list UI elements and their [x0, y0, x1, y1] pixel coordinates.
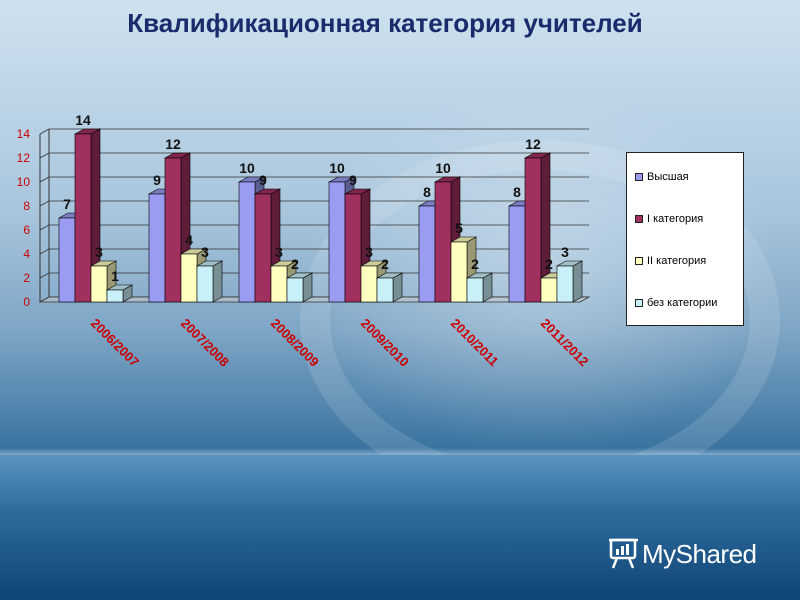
bar: [254, 193, 272, 303]
legend-label: II категория: [647, 255, 707, 267]
data-label: 9: [259, 172, 267, 188]
x-tick-label: 2010/2011: [448, 316, 502, 370]
data-label: 4: [185, 232, 193, 248]
legend-swatch: [635, 173, 643, 181]
gridline-depth: [39, 224, 50, 231]
y-tick-label: 8: [23, 199, 30, 213]
legend-label: Высшая: [647, 171, 689, 183]
slide-title: Квалификационная категория учителей: [127, 8, 643, 38]
x-tick-label: 2011/2012: [538, 316, 592, 370]
bar: [286, 277, 304, 303]
y-tick-label: 4: [23, 247, 30, 261]
bar: [508, 205, 526, 303]
legend-label: I категория: [647, 213, 704, 225]
bar: [466, 277, 484, 303]
chart-legend: Высшая I категория II категория без категор…: [626, 152, 744, 326]
bar: [344, 193, 362, 303]
bar: [196, 265, 214, 303]
data-label: 9: [153, 172, 161, 188]
bar: [74, 133, 92, 303]
data-label: 12: [165, 136, 181, 152]
data-label: 14: [75, 112, 91, 128]
bar: [58, 217, 76, 303]
data-label: 10: [435, 160, 451, 176]
bar-side: [572, 260, 583, 303]
gridline-depth: [39, 152, 50, 159]
y-tick-label: 2: [23, 271, 30, 285]
legend-item: II категория: [635, 255, 706, 267]
bar: [360, 265, 378, 303]
data-label: 10: [329, 160, 345, 176]
bar: [328, 181, 346, 303]
bar: [106, 289, 124, 303]
data-label: 1: [111, 268, 119, 284]
y-tick-label: 14: [17, 127, 31, 141]
legend-item: без категории: [635, 297, 717, 309]
bar: [164, 157, 182, 303]
data-label: 3: [365, 244, 373, 260]
background-band: [0, 455, 800, 600]
gridline-depth: [39, 128, 50, 135]
data-label: 2: [381, 256, 389, 272]
data-label: 2: [471, 256, 479, 272]
legend-item: I категория: [635, 213, 703, 225]
bar: [434, 181, 452, 303]
legend-item: Высшая: [635, 171, 689, 183]
y-tick-label: 0: [23, 295, 30, 309]
data-label: 3: [201, 244, 209, 260]
bar: [238, 181, 256, 303]
bar: [556, 265, 574, 303]
presentation-board-icon: [609, 538, 638, 569]
data-label: 3: [275, 244, 283, 260]
bar: [418, 205, 436, 303]
gridline-depth: [39, 248, 50, 255]
x-tick-label: 2009/2010: [358, 316, 412, 370]
legend-swatch: [635, 257, 643, 265]
data-label: 2: [545, 256, 553, 272]
data-label: 8: [423, 184, 431, 200]
data-label: 3: [95, 244, 103, 260]
y-tick-label: 6: [23, 223, 30, 237]
bar: [524, 157, 542, 303]
data-label: 5: [455, 220, 463, 236]
data-label: 3: [561, 244, 569, 260]
gridline-depth: [39, 200, 50, 207]
bar: [450, 241, 468, 303]
gridline-depth: [39, 176, 50, 183]
bar: [90, 265, 108, 303]
watermark-logo: MyShared: [608, 536, 757, 572]
data-label: 2: [291, 256, 299, 272]
bar: [148, 193, 166, 303]
legend-swatch: [635, 215, 643, 223]
bar-chart: 02468101214714312006/2007912432007/20081…: [17, 112, 592, 370]
bar: [540, 277, 558, 303]
data-label: 9: [349, 172, 357, 188]
data-label: 10: [239, 160, 255, 176]
y-tick-label: 10: [17, 175, 31, 189]
data-label: 7: [63, 196, 71, 212]
x-tick-label: 2006/2007: [88, 316, 142, 370]
bar-side: [212, 260, 223, 303]
logo-text: MyShared: [642, 538, 757, 569]
bar: [180, 253, 198, 303]
legend-label: без категории: [647, 297, 718, 309]
y-tick-label: 12: [17, 151, 31, 165]
x-tick-label: 2008/2009: [268, 316, 322, 370]
data-label: 12: [525, 136, 541, 152]
gridline-depth: [39, 272, 50, 279]
bar: [270, 265, 288, 303]
x-tick-label: 2007/2008: [178, 316, 232, 370]
data-label: 8: [513, 184, 521, 200]
legend-swatch: [635, 299, 643, 307]
bar: [376, 277, 394, 303]
